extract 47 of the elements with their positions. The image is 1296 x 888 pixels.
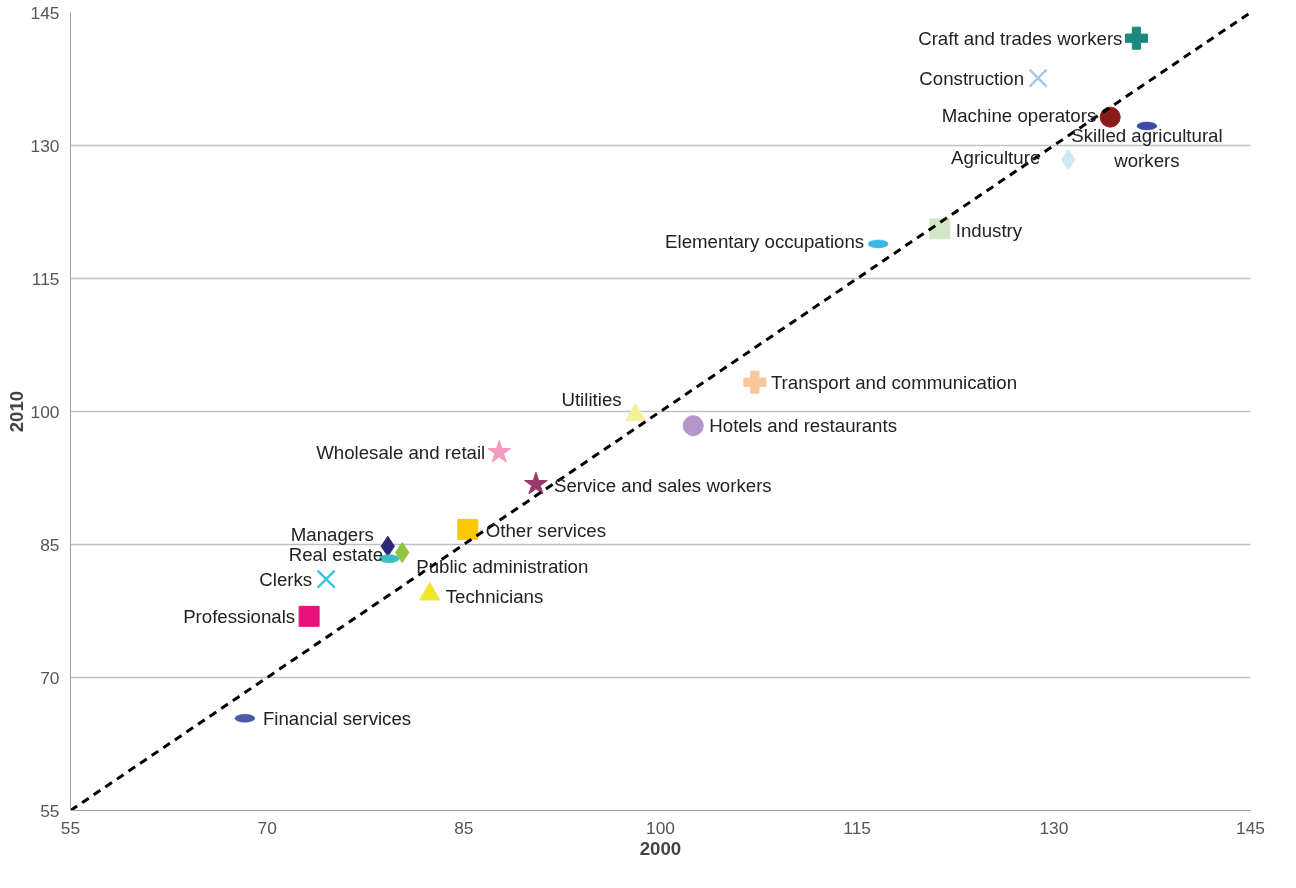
point [487,439,512,463]
point [298,605,320,627]
series-label: Machine operators [941,104,1097,126]
series-label: Financial services [262,707,412,729]
series-label: Wholesale and retail [316,441,486,463]
series-label: Construction [919,67,1025,89]
series-label: Professionals [183,605,296,627]
y-tick-label: 130 [30,135,60,156]
point [1028,68,1048,88]
series-label: Public administration [416,555,589,577]
point [524,471,548,495]
point [316,569,336,589]
y-tick-label: 70 [40,667,60,688]
y-tick-label: 115 [31,268,60,289]
series-label: Other services [485,519,607,541]
y-tick-label: 100 [30,401,60,422]
series-label: Transport and communication [770,371,1018,393]
point [457,518,479,540]
series-label: Technicians [445,585,544,607]
series-label: Skilled agricultural workers [1071,124,1223,172]
y-axis-title: 2010 [5,390,27,433]
series-label: Utilities [561,388,622,410]
series-label: Elementary occupations [665,231,865,253]
y-tick-label: 145 [30,2,60,23]
x-tick-label: 70 [257,817,277,838]
x-tick-label: 130 [1039,817,1069,838]
series-label: Hotels and restaurants [709,415,897,437]
y-tick-label: 55 [40,800,60,821]
series-label: Craft and trades workers [918,27,1123,49]
series-label: Managers [290,523,374,545]
point [929,218,951,240]
point [743,370,767,394]
point [1124,26,1148,50]
series-label: Service and sales workers [553,474,772,496]
x-axis-title: 2000 [639,837,682,859]
series-label: Real estate [288,544,384,566]
x-tick-label: 100 [646,817,675,838]
y-tick-label: 85 [40,534,60,555]
x-tick-label: 55 [60,817,81,838]
series-label: Agriculture [951,147,1041,169]
x-tick-label: 85 [454,817,474,838]
point [682,415,704,437]
series-label: Clerks [259,568,313,590]
point [1099,106,1121,128]
x-tick-label: 145 [1236,817,1265,838]
series-label: Industry [955,220,1023,242]
x-tick-label: 115 [843,817,871,838]
